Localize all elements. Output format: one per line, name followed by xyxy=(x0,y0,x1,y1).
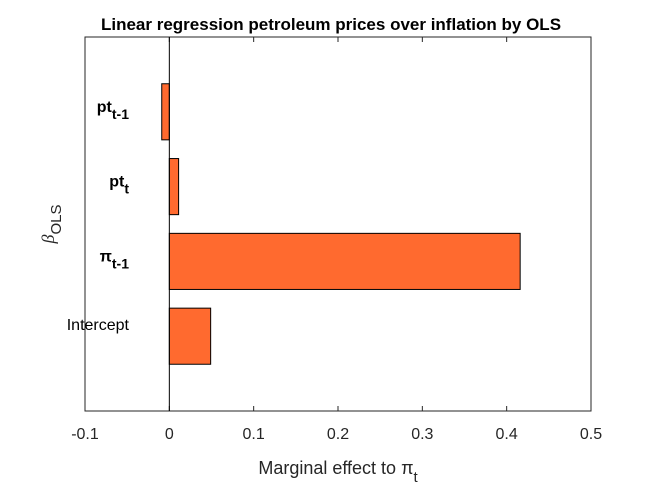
bar xyxy=(168,158,180,216)
category-label: Intercept xyxy=(67,317,130,334)
plot-area xyxy=(84,36,592,412)
x-tick-label: 0.1 xyxy=(243,426,265,443)
y-axis-label: βOLS xyxy=(38,205,65,245)
bar xyxy=(168,307,212,365)
bar xyxy=(161,83,170,141)
x-tick-label: 0.5 xyxy=(580,426,602,443)
x-tick-label: 0.2 xyxy=(327,426,349,443)
x-tick-label: 0 xyxy=(165,426,174,443)
x-tick-label: 0.4 xyxy=(496,426,518,443)
bar xyxy=(168,232,521,290)
x-axis: -0.1 0 0.1 0.2 0.3 0.4 0.5 xyxy=(71,37,602,443)
y-axis-category-labels: Intercept πt-1 ptt ptt-1 xyxy=(67,99,130,334)
x-tick-label: 0.3 xyxy=(411,426,433,443)
bars xyxy=(161,83,521,365)
category-label: ptt xyxy=(109,174,129,197)
category-label: ptt-1 xyxy=(97,99,129,122)
chart-title: Linear regression petroleum prices over … xyxy=(101,15,561,34)
x-tick-label: -0.1 xyxy=(71,426,99,443)
category-label: πt-1 xyxy=(100,248,130,271)
x-axis-label: Marginal effect to πt xyxy=(258,458,418,486)
